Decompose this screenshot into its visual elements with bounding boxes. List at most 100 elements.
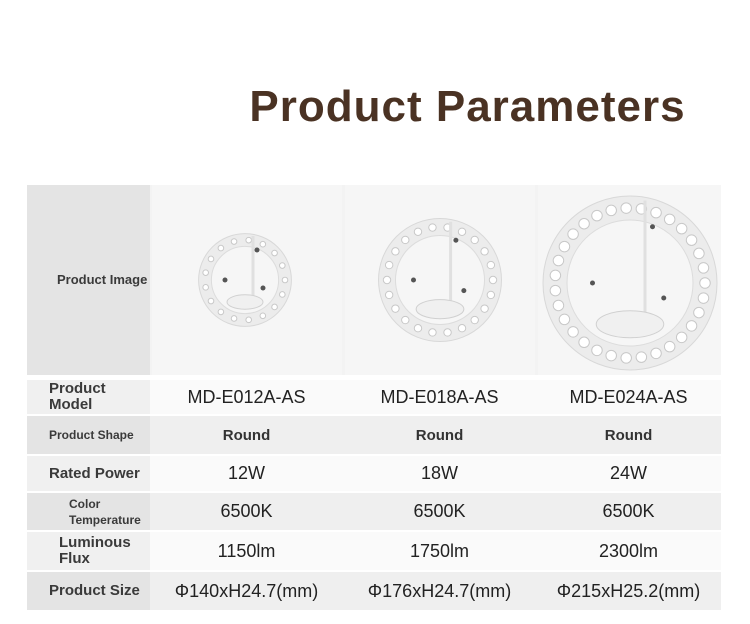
- led: [281, 276, 289, 284]
- led: [697, 262, 710, 274]
- cell-value: Φ140xH24.7(mm): [174, 580, 319, 601]
- screw: [661, 295, 667, 301]
- cell-value: 6500K: [220, 501, 273, 521]
- led: [567, 326, 579, 338]
- led: [384, 290, 394, 300]
- driver: [226, 294, 264, 310]
- led: [457, 227, 467, 236]
- led: [202, 284, 209, 291]
- row-label: Product Shape: [49, 427, 134, 442]
- module-ring-edge: [542, 195, 718, 371]
- led: [567, 228, 579, 240]
- image-cell: [152, 185, 342, 375]
- led: [259, 240, 267, 248]
- led: [271, 303, 278, 311]
- image-cell: [345, 185, 535, 375]
- row-label: Color Temperature: [69, 496, 141, 527]
- led: [428, 328, 437, 337]
- label-bg: [27, 532, 150, 570]
- led: [552, 254, 565, 267]
- row-label: Rated Power: [49, 464, 140, 482]
- led: [245, 316, 252, 324]
- label-bg: [27, 185, 150, 375]
- led: [230, 315, 238, 322]
- led: [259, 312, 267, 320]
- cell-value: MD-E024A-AS: [569, 386, 688, 407]
- led: [650, 347, 662, 360]
- cell-value: 1150lm: [217, 540, 276, 561]
- label-bg: [27, 456, 150, 491]
- led: [470, 315, 479, 325]
- cell-value: 2300lm: [598, 540, 659, 561]
- led: [620, 352, 632, 364]
- led: [480, 304, 489, 313]
- screw: [222, 277, 228, 283]
- label-bg: [27, 493, 150, 530]
- led: [271, 249, 278, 257]
- led: [382, 275, 392, 285]
- cell-value: 1750lm: [409, 540, 470, 561]
- led: [605, 349, 617, 362]
- led: [457, 324, 467, 333]
- led: [391, 247, 400, 256]
- screw: [650, 224, 655, 230]
- led: [591, 344, 603, 357]
- led: [470, 235, 479, 245]
- led: [488, 275, 498, 285]
- cell-value: Round: [222, 426, 271, 444]
- led: [384, 260, 394, 270]
- screw: [254, 247, 260, 253]
- led: [578, 217, 590, 230]
- led: [591, 209, 603, 222]
- cell-value: MD-E012A-AS: [187, 386, 306, 407]
- led: [693, 306, 705, 319]
- led: [663, 213, 676, 226]
- page-title: Product Parameters: [249, 82, 686, 131]
- cell-value: Round: [415, 426, 464, 444]
- led: [552, 299, 565, 312]
- led: [675, 331, 688, 344]
- led: [685, 320, 698, 332]
- led: [245, 236, 252, 244]
- cell-value: 6500K: [602, 501, 655, 521]
- led: [207, 255, 215, 263]
- cell-value: MD-E018A-AS: [380, 386, 499, 407]
- driver: [415, 299, 465, 320]
- driver: [595, 310, 665, 339]
- screw: [453, 237, 459, 243]
- led: [391, 304, 400, 313]
- led: [202, 269, 209, 276]
- screw: [260, 285, 266, 291]
- led: [693, 247, 705, 260]
- led: [605, 204, 617, 217]
- led: [486, 260, 496, 270]
- led: [549, 269, 562, 282]
- led: [428, 223, 437, 232]
- screw: [590, 280, 595, 286]
- led: [401, 235, 410, 245]
- label-bg: [27, 380, 150, 414]
- led: [401, 315, 410, 325]
- led: [217, 308, 225, 316]
- led: [685, 234, 698, 246]
- cell-value: Φ215xH25.2(mm): [556, 580, 701, 601]
- led: [620, 202, 632, 214]
- led: [558, 240, 571, 253]
- led: [413, 227, 423, 236]
- led: [207, 297, 215, 305]
- led: [230, 238, 238, 245]
- row-label: Luminous Flux: [59, 534, 131, 567]
- cell-value: Round: [604, 426, 653, 444]
- led: [675, 222, 688, 235]
- led: [278, 262, 286, 269]
- led: [549, 284, 562, 297]
- screw: [411, 277, 416, 283]
- led: [558, 313, 571, 326]
- led: [635, 351, 648, 363]
- row-label: Product Model: [49, 380, 106, 413]
- cell-value: 18W: [420, 463, 458, 483]
- screw: [461, 288, 467, 294]
- led: [699, 277, 711, 289]
